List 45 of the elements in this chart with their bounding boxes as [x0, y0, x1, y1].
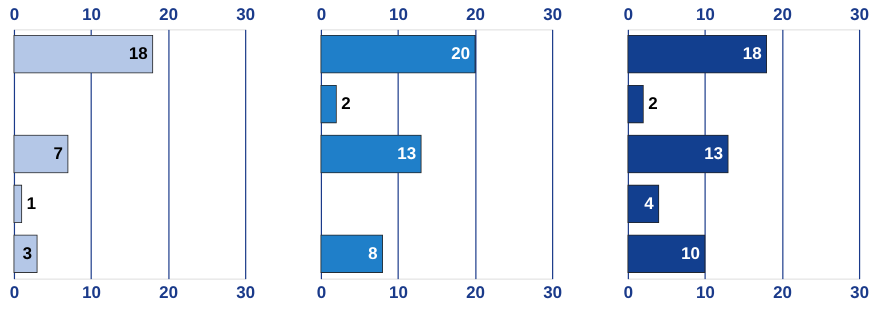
x-tick-label: 10	[696, 283, 715, 302]
x2-tick-label: 20	[466, 4, 485, 24]
x-tick-label: 0	[316, 283, 326, 302]
x-tick-label: 30	[850, 283, 869, 302]
data-label: 1	[26, 194, 36, 213]
bar	[320, 234, 383, 273]
data-label: 2	[648, 94, 658, 114]
bar	[14, 134, 68, 174]
x-tick-label: 30	[236, 283, 256, 302]
x-tick-label: 0	[624, 283, 634, 302]
x2-tick-label: 10	[82, 4, 101, 24]
data-label: 18	[742, 44, 762, 64]
x2-tick-label: 30	[236, 4, 256, 24]
bar	[14, 35, 154, 74]
x-tick-label: 20	[773, 283, 792, 302]
x2-tick-label: 0	[10, 4, 20, 24]
data-label: 3	[22, 244, 32, 263]
data-label: 10	[681, 244, 700, 263]
bar	[14, 184, 22, 224]
data-label: 8	[368, 244, 378, 263]
data-label: 18	[128, 44, 148, 64]
x-tick-label: 10	[389, 283, 408, 302]
x2-tick-label: 0	[624, 4, 634, 24]
data-label: 13	[397, 144, 416, 163]
x2-tick-label: 0	[316, 4, 326, 24]
data-label: 20	[451, 44, 470, 64]
x2-tick-label: 20	[159, 4, 178, 24]
x2-tick-label: 10	[389, 4, 408, 24]
x-tick-label: 0	[10, 283, 20, 302]
x-tick-label: 10	[82, 283, 101, 302]
bar	[320, 134, 422, 174]
x2-tick-label: 20	[773, 4, 792, 24]
x-tick-label: 30	[543, 283, 562, 302]
x-tick-label: 20	[466, 283, 485, 302]
x2-tick-label: 30	[543, 4, 562, 24]
bar	[320, 84, 337, 124]
data-label: 4	[644, 194, 654, 213]
bar	[320, 35, 476, 74]
x2-tick-label: 10	[696, 4, 715, 24]
bar	[14, 234, 38, 273]
data-label: 2	[341, 94, 351, 114]
data-label: 7	[54, 144, 63, 163]
data-label: 13	[704, 144, 724, 163]
x2-tick-label: 30	[850, 4, 869, 24]
x-tick-label: 20	[159, 283, 178, 302]
